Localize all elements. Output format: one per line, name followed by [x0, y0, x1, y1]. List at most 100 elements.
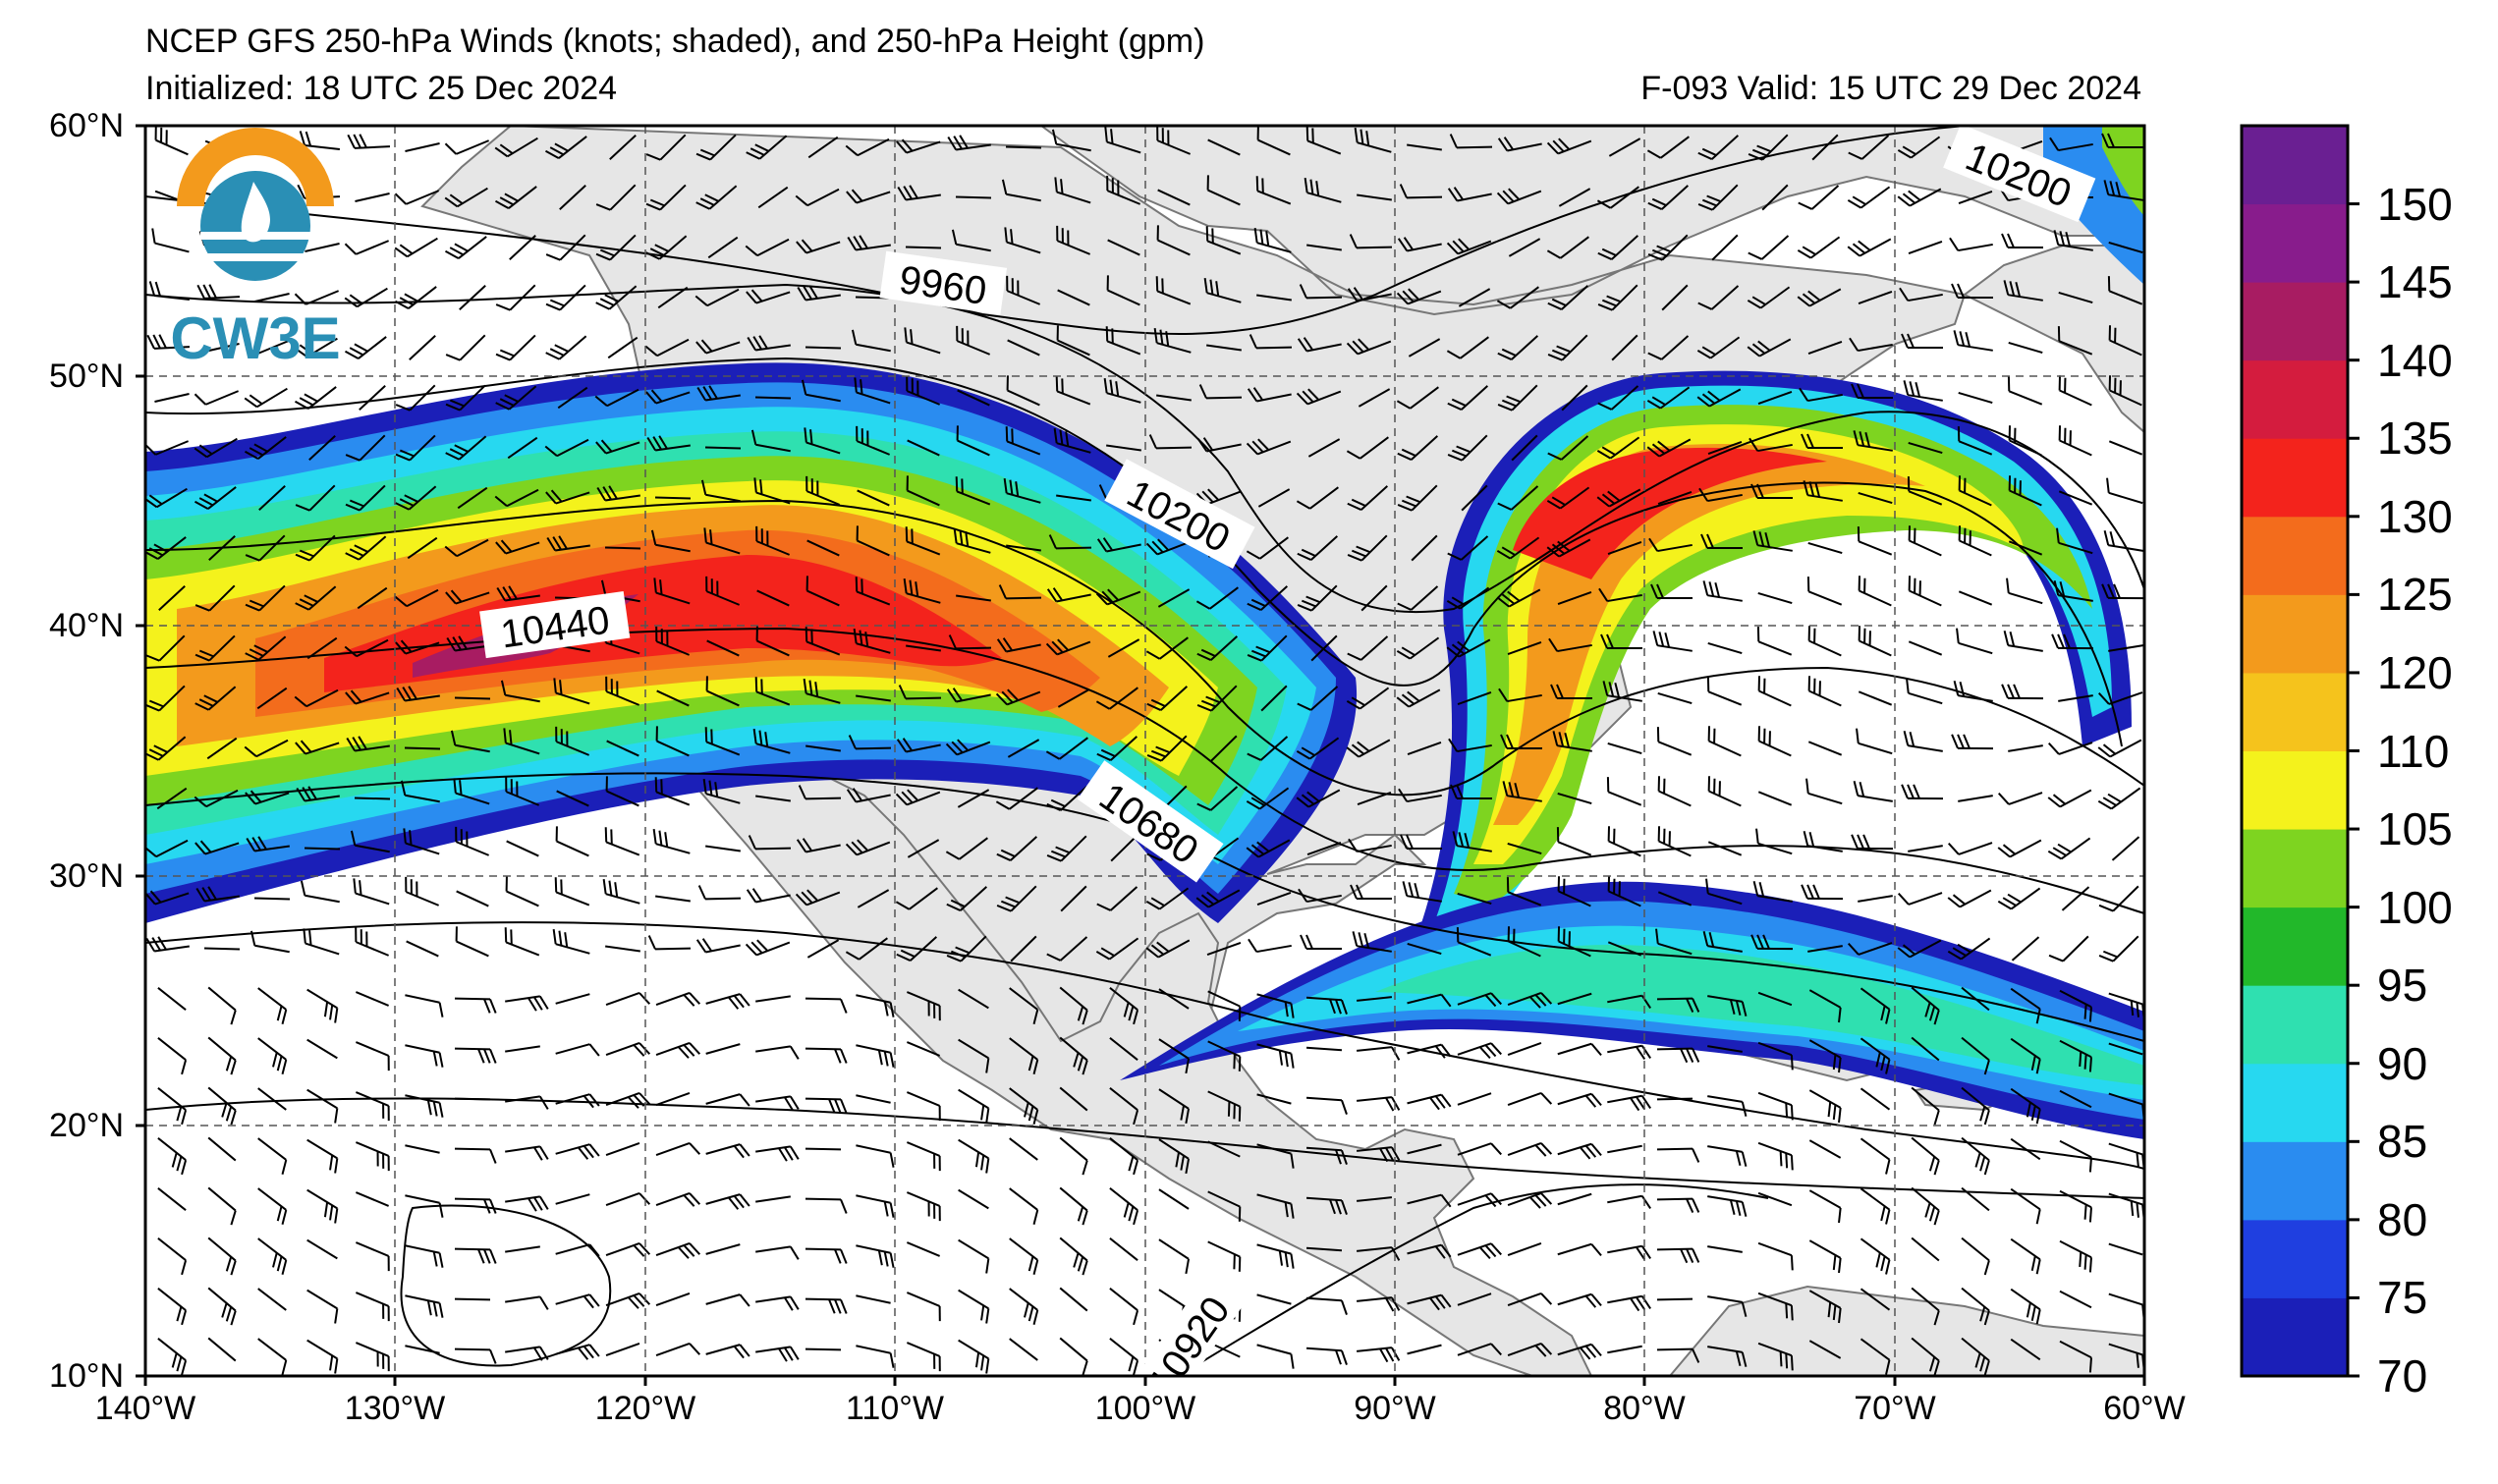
- wind-barb: [605, 1292, 651, 1309]
- wind-barb: [1556, 827, 1592, 856]
- wind-barb: [1806, 577, 1843, 606]
- wind-barb: [258, 485, 286, 511]
- wind-barb: [1006, 544, 1041, 552]
- wind-barb: [2097, 739, 2142, 758]
- wind-barb: [454, 1047, 497, 1064]
- wind-barb: [1196, 437, 1242, 453]
- wind-barb: [1661, 284, 1689, 311]
- wind-barb: [1158, 988, 1190, 1010]
- wind-barb: [1908, 241, 1943, 254]
- wind-barb: [1853, 430, 1893, 452]
- colorbar-swatch: [2242, 1297, 2348, 1377]
- wind-barb: [1306, 842, 1342, 855]
- wind-barb: [1847, 942, 1893, 956]
- wind-barb: [203, 947, 241, 951]
- wind-barb: [1155, 276, 1192, 305]
- wind-barb: [545, 284, 586, 311]
- wind-barb: [2010, 987, 2041, 1024]
- wind-barb: [695, 938, 741, 954]
- wind-barb: [254, 293, 290, 302]
- wind-barb: [856, 694, 891, 702]
- wind-barb: [559, 185, 586, 210]
- wind-barb: [1407, 1293, 1452, 1311]
- wind-barb: [655, 992, 701, 1007]
- wind-barb: [1257, 488, 1291, 508]
- wind-barb: [856, 994, 895, 1017]
- wind-barb: [1951, 283, 1994, 300]
- wind-barb: [1911, 1186, 1940, 1226]
- wind-barb: [1297, 584, 1338, 612]
- wind-barb: [1496, 286, 1539, 309]
- wind-barb: [207, 1036, 237, 1075]
- wind-barb: [896, 138, 941, 154]
- wind-barb: [957, 389, 990, 407]
- wind-barb: [1256, 126, 1291, 156]
- wind-barb: [1347, 485, 1389, 511]
- wind-barb: [1808, 1139, 1842, 1159]
- colorbar-swatch: [2242, 282, 2348, 361]
- wind-barb: [356, 1041, 390, 1072]
- colorbar-swatch: [2242, 203, 2348, 283]
- init-time: Initialized: 18 UTC 25 Dec 2024: [145, 70, 618, 107]
- wind-barb: [704, 727, 741, 756]
- wind-barb: [455, 926, 489, 958]
- wind-barb: [495, 334, 536, 361]
- wind-barb: [245, 790, 290, 805]
- wind-barb: [1707, 1245, 1743, 1253]
- wind-barb: [796, 239, 841, 254]
- wind-barb: [1808, 1189, 1842, 1224]
- wind-barb: [295, 740, 340, 755]
- wind-barb: [356, 1241, 390, 1272]
- wind-barb: [2047, 837, 2091, 860]
- wind-barb: [1646, 136, 1690, 159]
- colorbar-swatch: [2242, 829, 2348, 908]
- wind-barb: [194, 437, 238, 459]
- wind-barb: [1247, 585, 1289, 611]
- wind-barb: [1856, 728, 1893, 755]
- wind-barb: [1657, 691, 1693, 705]
- lat-label-60: 60°N: [49, 107, 124, 144]
- wind-barb: [1407, 1243, 1452, 1259]
- wind-barb: [607, 336, 638, 359]
- wind-barb: [806, 939, 840, 959]
- wind-barb: [2059, 989, 2092, 1022]
- wind-barb: [344, 638, 389, 658]
- wind-barb: [1607, 1194, 1651, 1209]
- wind-barb: [1046, 936, 1088, 962]
- wind-barb: [754, 677, 791, 706]
- wind-barb: [1206, 175, 1241, 206]
- wind-barb: [396, 686, 440, 702]
- wind-barb: [1707, 1295, 1748, 1317]
- wind-barb: [1707, 1045, 1743, 1053]
- wind-barb: [906, 1141, 941, 1172]
- wind-barb: [1897, 939, 1942, 959]
- wind-barb: [1848, 135, 1890, 160]
- wind-barb: [1858, 291, 1893, 304]
- wind-barb: [1109, 987, 1139, 1025]
- wind-barb: [756, 589, 790, 607]
- wind-barb: [306, 1188, 339, 1224]
- wind-barb: [552, 928, 590, 955]
- wind-barb: [1458, 288, 1491, 307]
- wind-barb: [2047, 742, 2093, 755]
- wind-barb: [145, 536, 187, 560]
- wind-barb: [1650, 583, 1693, 600]
- wind-barb: [1897, 188, 1942, 207]
- wind-barb: [1247, 736, 1289, 761]
- wind-barb: [2059, 1089, 2092, 1109]
- wind-barb: [555, 726, 590, 756]
- wind-barb: [1958, 590, 1993, 606]
- wind-barb: [854, 377, 891, 405]
- wind-barb: [444, 538, 489, 558]
- wind-barb: [1849, 337, 1893, 353]
- wind-barb: [356, 1091, 390, 1122]
- wind-barb: [1095, 687, 1138, 710]
- wind-barb: [1911, 1036, 1940, 1062]
- wind-barb: [1446, 638, 1491, 658]
- wind-barb: [1397, 585, 1439, 611]
- wind-barb: [705, 1344, 750, 1359]
- wind-barb: [945, 837, 988, 860]
- wind-barb: [2003, 280, 2043, 302]
- wind-barb: [705, 1293, 750, 1307]
- wind-barb: [1557, 1242, 1602, 1257]
